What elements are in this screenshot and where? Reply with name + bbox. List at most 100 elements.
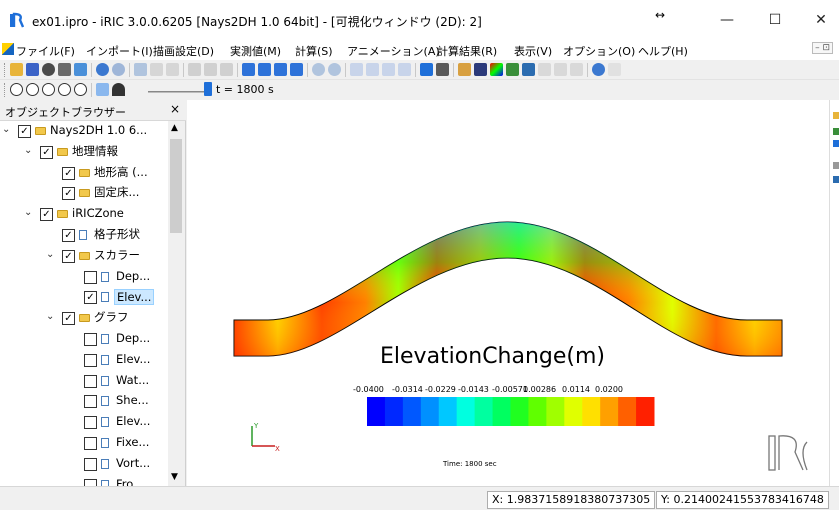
toolbar-grip[interactable] bbox=[4, 63, 7, 77]
tree-checkbox[interactable] bbox=[84, 457, 97, 471]
menu-measured-values[interactable]: 実測値(M) bbox=[230, 45, 282, 58]
shrink-v-icon[interactable] bbox=[398, 63, 411, 76]
zoom-in-icon[interactable] bbox=[312, 63, 325, 76]
tree-checkbox[interactable]: ✓ bbox=[62, 312, 75, 326]
toolbar-grip[interactable] bbox=[4, 83, 7, 97]
refresh-icon[interactable] bbox=[592, 63, 605, 76]
graph-icon[interactable] bbox=[538, 63, 551, 76]
next-frame-icon[interactable] bbox=[58, 83, 71, 96]
tree-item[interactable]: Wat... bbox=[0, 371, 168, 391]
tree-item[interactable]: ✓ 格子形状 bbox=[0, 225, 168, 245]
tree-item[interactable]: Dep... bbox=[0, 329, 168, 349]
contour-icon[interactable] bbox=[490, 63, 503, 76]
chevron-down-icon[interactable]: ⌄ bbox=[24, 144, 33, 156]
tree-checkbox[interactable] bbox=[84, 333, 97, 346]
move-up-icon[interactable] bbox=[274, 63, 287, 76]
fit-icon[interactable] bbox=[166, 63, 179, 76]
tree-checkbox[interactable] bbox=[84, 270, 97, 284]
grid-icon[interactable] bbox=[474, 63, 487, 76]
tree-item[interactable]: ✓ Elev... bbox=[0, 287, 168, 307]
prev-frame-icon[interactable] bbox=[26, 83, 39, 96]
visualization-canvas[interactable]: ElevationChange(m) -0.0400 -0.0314 -0.0229… bbox=[187, 100, 829, 486]
misc-icon[interactable] bbox=[608, 63, 621, 76]
zx-view-icon[interactable] bbox=[220, 63, 233, 76]
tree-item[interactable]: ⌄ ✓ Nays2DH 1.0 6... bbox=[0, 121, 168, 141]
tree-item[interactable]: ✓ 地形高 (... bbox=[0, 163, 168, 183]
zoom-icon[interactable] bbox=[134, 63, 147, 76]
tree-item[interactable]: Elev... bbox=[0, 412, 168, 432]
tree-item[interactable]: ✓ 固定床... bbox=[0, 183, 168, 203]
menu-results[interactable]: 計算結果(R) bbox=[437, 45, 498, 58]
tree-checkbox[interactable]: ✓ bbox=[62, 229, 75, 242]
maximize-button[interactable]: ☐ bbox=[768, 12, 782, 28]
tool-icon[interactable] bbox=[833, 162, 839, 169]
tree-checkbox[interactable] bbox=[84, 374, 97, 388]
axis-icon[interactable] bbox=[150, 63, 163, 76]
zoom-out-icon[interactable] bbox=[328, 63, 341, 76]
tree-checkbox[interactable] bbox=[84, 416, 97, 430]
run-icon[interactable] bbox=[420, 63, 433, 76]
tree-checkbox[interactable]: ✓ bbox=[18, 125, 31, 138]
last-frame-icon[interactable] bbox=[74, 83, 87, 96]
contour-plot[interactable]: ElevationChange(m) -0.0400 -0.0314 -0.0229… bbox=[187, 100, 829, 486]
scrollbar-thumb[interactable] bbox=[170, 139, 182, 233]
workflow-icon[interactable] bbox=[74, 63, 87, 76]
edit-icon[interactable] bbox=[458, 63, 471, 76]
scroll-up-icon[interactable]: ▲ bbox=[171, 123, 178, 133]
close-button[interactable]: ✕ bbox=[815, 12, 827, 28]
print-icon[interactable] bbox=[58, 63, 71, 76]
tree-checkbox[interactable] bbox=[84, 395, 97, 409]
xy-view-icon[interactable] bbox=[188, 63, 201, 76]
menu-calculation[interactable]: 計算(S) bbox=[295, 45, 333, 58]
tree-item[interactable]: She... bbox=[0, 391, 168, 411]
tree-item[interactable]: ⌄ ✓ 地理情報 bbox=[0, 142, 168, 162]
record-icon[interactable] bbox=[112, 83, 125, 96]
tree-checkbox[interactable] bbox=[84, 437, 97, 450]
tree-item[interactable]: ⌄ ✓ グラフ bbox=[0, 308, 168, 328]
open-icon[interactable] bbox=[10, 63, 23, 76]
yz-view-icon[interactable] bbox=[204, 63, 217, 76]
camera-icon[interactable] bbox=[42, 63, 55, 76]
color-icon[interactable] bbox=[833, 140, 839, 147]
menu-import[interactable]: インポート(I) bbox=[86, 45, 153, 58]
tree-item[interactable]: Dep... bbox=[0, 267, 168, 287]
chart-icon[interactable] bbox=[554, 63, 567, 76]
menu-options[interactable]: オプション(O) bbox=[563, 45, 636, 58]
tree-checkbox[interactable]: ✓ bbox=[62, 187, 75, 201]
move-left-icon[interactable] bbox=[242, 63, 255, 76]
play-icon[interactable] bbox=[42, 83, 55, 96]
scale-icon[interactable] bbox=[833, 176, 839, 183]
tree-item[interactable]: Elev... bbox=[0, 350, 168, 370]
tree-checkbox[interactable] bbox=[84, 353, 97, 367]
tree-checkbox[interactable]: ✓ bbox=[40, 208, 53, 222]
pen-icon[interactable] bbox=[833, 112, 839, 119]
close-icon[interactable]: × bbox=[169, 102, 180, 116]
mdi-window-icon[interactable] bbox=[2, 43, 14, 55]
menu-help[interactable]: ヘルプ(H) bbox=[638, 45, 688, 58]
tree-scrollbar[interactable]: ▲ ▼ bbox=[168, 121, 185, 486]
time-slider-thumb[interactable] bbox=[204, 82, 212, 96]
scroll-down-icon[interactable]: ▼ bbox=[171, 472, 178, 482]
tree-checkbox[interactable]: ✓ bbox=[62, 249, 75, 263]
shrink-h-icon[interactable] bbox=[366, 63, 379, 76]
mdi-buttons[interactable]: – ⊡ bbox=[812, 42, 833, 54]
layer-icon[interactable] bbox=[833, 128, 839, 135]
follow-icon[interactable] bbox=[96, 83, 109, 96]
undo-icon[interactable] bbox=[96, 63, 109, 76]
expand-v-icon[interactable] bbox=[382, 63, 395, 76]
tree-item[interactable]: Fro... bbox=[0, 475, 168, 486]
move-right-icon[interactable] bbox=[258, 63, 271, 76]
chevron-down-icon[interactable]: ⌄ bbox=[2, 124, 11, 135]
menu-file[interactable]: ファイル(F) bbox=[16, 45, 75, 58]
tree-checkbox[interactable] bbox=[84, 478, 97, 486]
vector-icon[interactable] bbox=[506, 63, 519, 76]
first-frame-icon[interactable] bbox=[10, 83, 23, 96]
particle-icon[interactable] bbox=[522, 63, 535, 76]
move-down-icon[interactable] bbox=[290, 63, 303, 76]
save-icon[interactable] bbox=[26, 63, 39, 76]
minimize-button[interactable]: — bbox=[720, 12, 734, 28]
time-slider[interactable] bbox=[148, 91, 206, 93]
tree-item[interactable]: Fixe... bbox=[0, 433, 168, 453]
tree-checkbox[interactable]: ✓ bbox=[40, 145, 53, 159]
chevron-down-icon[interactable]: ⌄ bbox=[24, 207, 33, 219]
